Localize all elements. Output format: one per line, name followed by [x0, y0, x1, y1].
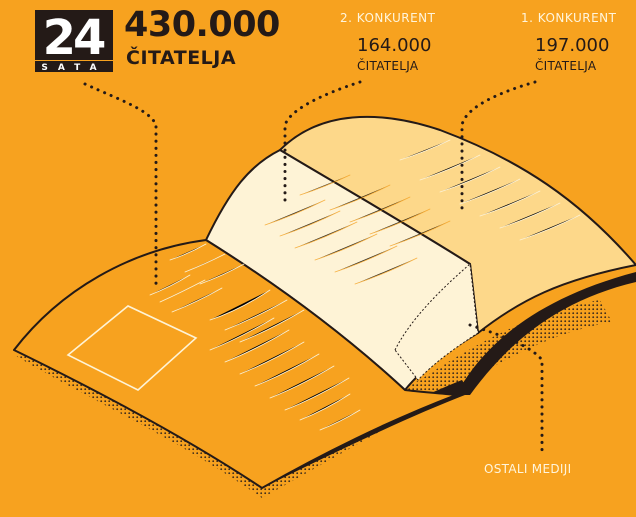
competitor-1-number: 197.000 [535, 35, 610, 56]
leader-konkurent-2 [283, 80, 362, 202]
right-page-others [394, 263, 479, 381]
24sata-logo: 24 SATA [33, 10, 115, 72]
readers-count-24sata: 430.000 [124, 5, 280, 45]
right-middle-lines [264, 174, 451, 285]
leader-ostali [468, 323, 544, 452]
competitor-2-title: 2. KONKURENT [340, 11, 436, 25]
left-page [13, 239, 457, 489]
competitor-2-label: ČITATELJA [357, 59, 419, 73]
leader-konkurent-1 [460, 80, 537, 212]
cover-edge [456, 272, 636, 395]
logo-number: 24 [43, 10, 105, 66]
competitor-1-label: ČITATELJA [535, 59, 597, 73]
readers-label-24sata: ČITATELJA [126, 47, 237, 69]
competitor-2-number: 164.000 [357, 35, 432, 56]
leader-24sata [83, 82, 158, 292]
left-page-box [66, 305, 198, 391]
logo-word: SATA [41, 63, 106, 72]
competitor-1-title: 1. KONKURENT [521, 11, 617, 25]
other-media-label: OSTALI MEDIJI [484, 462, 572, 476]
right-back-lines [399, 139, 581, 241]
leader-lines [83, 80, 544, 452]
left-page-lines [149, 243, 361, 431]
